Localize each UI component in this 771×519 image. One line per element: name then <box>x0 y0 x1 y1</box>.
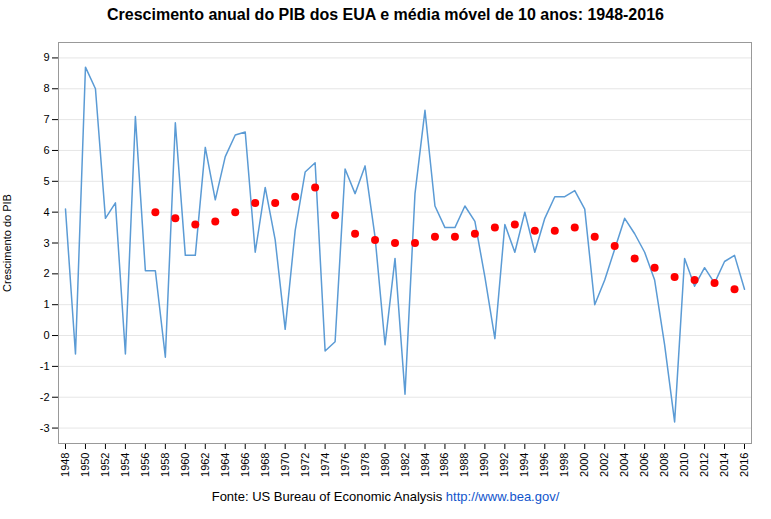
svg-text:-1: -1 <box>40 360 50 372</box>
svg-text:1984: 1984 <box>418 453 430 477</box>
svg-text:-2: -2 <box>40 391 50 403</box>
svg-text:1974: 1974 <box>319 453 331 477</box>
svg-text:1990: 1990 <box>478 453 490 477</box>
svg-text:1988: 1988 <box>458 453 470 477</box>
svg-text:2008: 2008 <box>658 453 670 477</box>
svg-text:2004: 2004 <box>618 453 630 477</box>
svg-text:2006: 2006 <box>638 453 650 477</box>
svg-text:1992: 1992 <box>498 453 510 477</box>
svg-text:6: 6 <box>43 144 49 156</box>
svg-text:1972: 1972 <box>299 453 311 477</box>
svg-text:1998: 1998 <box>558 453 570 477</box>
svg-text:2: 2 <box>43 267 49 279</box>
svg-text:1956: 1956 <box>139 453 151 477</box>
svg-text:1948: 1948 <box>59 453 71 477</box>
svg-text:1970: 1970 <box>279 453 291 477</box>
svg-text:1950: 1950 <box>79 453 91 477</box>
svg-text:2010: 2010 <box>678 453 690 477</box>
svg-text:2014: 2014 <box>718 453 730 477</box>
svg-text:0: 0 <box>43 329 49 341</box>
html-text:Crescimento anual do PIB dos E: Crescimento anual do PIB dos EUA e média… <box>107 6 664 23</box>
svg-text:1996: 1996 <box>538 453 550 477</box>
svg-text:1980: 1980 <box>379 453 391 477</box>
svg-text:7: 7 <box>43 113 49 125</box>
svg-text:9: 9 <box>43 51 49 63</box>
svg-text:8: 8 <box>43 82 49 94</box>
svg-text:3: 3 <box>43 237 49 249</box>
svg-text:5: 5 <box>43 175 49 187</box>
svg-text:2000: 2000 <box>578 453 590 477</box>
svg-text:4: 4 <box>43 206 49 218</box>
svg-text:1960: 1960 <box>179 453 191 477</box>
svg-text:1966: 1966 <box>239 453 251 477</box>
svg-text:1968: 1968 <box>259 453 271 477</box>
svg-text:1: 1 <box>43 298 49 310</box>
svg-text:1964: 1964 <box>219 453 231 477</box>
svg-text:1976: 1976 <box>339 453 351 477</box>
svg-text:1958: 1958 <box>159 453 171 477</box>
svg-text:2012: 2012 <box>698 453 710 477</box>
svg-text:Crescimento do PIB: Crescimento do PIB <box>1 194 13 292</box>
html-text:Fonte: US Bureau of Economic A: Fonte: US Bureau of Economic Analysis ht… <box>211 489 560 504</box>
svg-text:1994: 1994 <box>518 453 530 477</box>
svg-text:1986: 1986 <box>438 453 450 477</box>
svg-text:1954: 1954 <box>119 453 131 477</box>
svg-text:1978: 1978 <box>359 453 371 477</box>
svg-text:2016: 2016 <box>738 453 750 477</box>
svg-text:-3: -3 <box>40 422 50 434</box>
svg-text:1952: 1952 <box>99 453 111 477</box>
svg-text:1962: 1962 <box>199 453 211 477</box>
svg-text:2002: 2002 <box>598 453 610 477</box>
svg-text:1982: 1982 <box>399 453 411 477</box>
